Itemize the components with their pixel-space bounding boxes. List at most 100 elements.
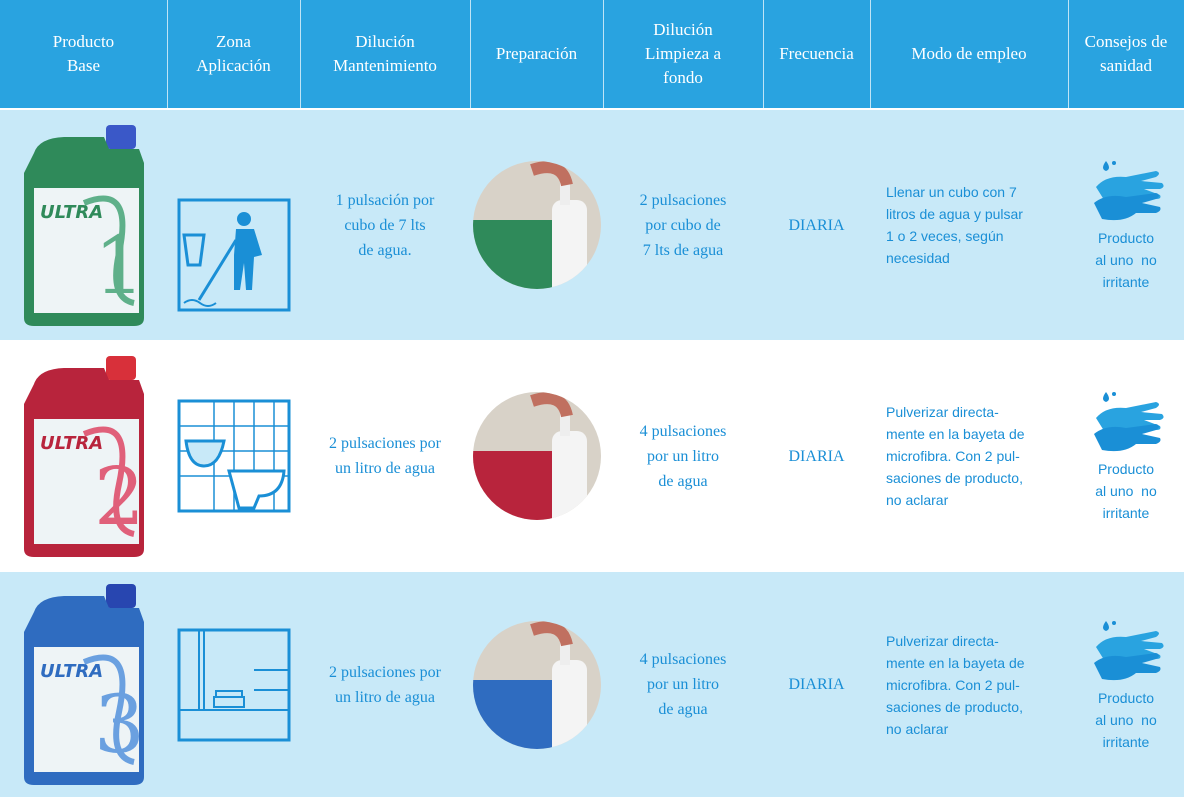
- mantenimiento-text: cubo de 7 lts: [344, 216, 426, 234]
- hands-icon: [1094, 161, 1164, 221]
- frecuencia-text: DIARIA: [788, 216, 845, 234]
- consejos-text: al uno no: [1095, 483, 1157, 499]
- mantenimiento-text: 2 pulsaciones por: [329, 663, 441, 681]
- zone-icon: [177, 198, 290, 312]
- header-text: Zona: [216, 32, 251, 51]
- product-cell: ULTRA 3: [0, 572, 167, 797]
- modo-text: no aclarar: [886, 492, 949, 508]
- modo-text: Pulverizar directa-: [886, 404, 999, 420]
- modo-text: litros de agua y pulsar: [886, 206, 1023, 222]
- preparation-photo: [472, 392, 601, 520]
- header-text: Mantenimiento: [333, 56, 437, 75]
- header-text: fondo: [663, 68, 703, 87]
- modo-text: necesidad: [886, 250, 950, 266]
- header-text: Aplicación: [196, 56, 271, 75]
- consejos-text: Producto: [1097, 461, 1155, 477]
- modo-text: Llenar un cubo con 7: [886, 184, 1017, 200]
- header-text: Base: [66, 56, 101, 75]
- mantenimiento-text: un litro de agua: [335, 688, 435, 706]
- hands-icon: [1094, 392, 1164, 452]
- consejos-cell: Producto al uno no irritante: [1068, 572, 1184, 797]
- header-text: Modo de empleo: [911, 44, 1027, 63]
- row: ULTRA 1 1 pulsación por cubo de 7 lts de agu…: [0, 110, 1184, 340]
- modo-text: Pulverizar directa-: [886, 632, 999, 649]
- limpieza-text: 2 pulsaciones: [639, 191, 727, 209]
- cap: [105, 584, 136, 608]
- preparation-photo: [472, 161, 601, 289]
- modo-text: microfibra. Con 2 pul-: [886, 676, 1020, 693]
- brand-label: ULTRA: [40, 661, 103, 682]
- mantenimiento-cell: 2 pulsaciones por un litro de agua: [300, 342, 470, 570]
- zone-cell: [167, 110, 300, 340]
- bottle-number: 2: [94, 450, 145, 543]
- label-swirl: [82, 426, 135, 537]
- mantenimiento-text: 1 pulsación por: [335, 191, 435, 209]
- consejos-text: al uno no: [1095, 252, 1157, 268]
- consejos-cell: Producto al uno no irritante: [1068, 342, 1184, 570]
- limpieza-text: por cubo de: [645, 216, 721, 234]
- limpieza-text: de agua: [658, 472, 708, 490]
- limpieza-text: por un litro: [647, 676, 719, 693]
- header-text: Dilución: [355, 32, 415, 51]
- frecuencia-cell: DIARIA: [763, 342, 870, 570]
- mantenimiento-text: un litro de agua: [335, 460, 435, 477]
- header-cell: Producto Base: [0, 0, 168, 108]
- header-text: Producto: [52, 32, 115, 51]
- zone-icon: [177, 399, 290, 513]
- frecuencia-text: DIARIA: [788, 676, 845, 693]
- modo-text: mente en la bayeta de: [886, 654, 1025, 671]
- header-cell: Dilución Limpieza a fondo: [603, 0, 764, 108]
- header-cell: Frecuencia: [763, 0, 871, 108]
- consejos-text: irritante: [1102, 733, 1150, 750]
- modo-text: saciones de producto,: [886, 470, 1023, 486]
- limpieza-cell: 4 pulsaciones por un litro de agua: [603, 342, 763, 570]
- modo-text: no aclarar: [886, 720, 949, 737]
- modo-text: mente en la bayeta de: [886, 426, 1025, 442]
- header-text: Dilución: [653, 20, 713, 39]
- header-cell: Dilución Mantenimiento: [300, 0, 471, 108]
- mantenimiento-text: 2 pulsaciones por: [329, 435, 441, 452]
- limpieza-cell: 2 pulsaciones por cubo de 7 lts de agua: [603, 110, 763, 340]
- mantenimiento-cell: 1 pulsación por cubo de 7 lts de agua.: [300, 110, 470, 340]
- mantenimiento-cell: 2 pulsaciones por un litro de agua: [300, 572, 470, 797]
- zone-cell: [167, 572, 300, 797]
- bottle-number: 1: [94, 219, 145, 312]
- product-cell: ULTRA 2: [0, 342, 167, 570]
- preparation-cell: [470, 572, 603, 797]
- limpieza-text: 4 pulsaciones: [639, 651, 727, 668]
- header-cell: Modo de empleo: [870, 0, 1069, 108]
- zone-icon: [177, 628, 290, 741]
- limpieza-cell: 4 pulsaciones por un litro de agua: [603, 572, 763, 797]
- header-text: Frecuencia: [779, 44, 854, 63]
- frecuencia-text: DIARIA: [788, 447, 845, 465]
- brand-label: ULTRA: [40, 433, 103, 454]
- bottle-number: 3: [94, 678, 145, 771]
- consejos-text: irritante: [1102, 505, 1150, 521]
- consejos-text: irritante: [1102, 274, 1150, 290]
- preparation-cell: [470, 110, 603, 340]
- header-text: sanidad: [1100, 56, 1152, 75]
- limpieza-text: 7 lts de agua: [642, 241, 724, 259]
- header-text: Consejos de: [1084, 32, 1168, 51]
- modo-cell: Pulverizar directa-mente en la bayeta de…: [870, 572, 1084, 797]
- hands-icon: [1094, 620, 1164, 680]
- header-text: Limpieza a: [645, 44, 721, 63]
- consejos-cell: Producto al uno no irritante: [1068, 110, 1184, 340]
- preparation-cell: [470, 342, 603, 570]
- header-cell: Consejos de sanidad: [1068, 0, 1184, 108]
- modo-text: 1 o 2 veces, según: [886, 228, 1004, 244]
- limpieza-text: por un litro: [647, 447, 719, 465]
- header-text: Preparación: [495, 44, 578, 63]
- header-cell: Preparación: [470, 0, 604, 108]
- header-cell: Zona Aplicación: [167, 0, 301, 108]
- frecuencia-cell: DIARIA: [763, 110, 870, 340]
- product-cell: ULTRA 1: [0, 110, 167, 340]
- row: ULTRA 3 2 pulsaciones por un litro de agua 4…: [0, 572, 1184, 797]
- label-swirl: [82, 654, 135, 765]
- row: ULTRA 2 2 pulsaciones por un litro de agua 4…: [0, 342, 1184, 570]
- header: Producto Base Zona Aplicación Dilución Manten…: [0, 0, 1184, 108]
- label-swirl: [82, 195, 135, 306]
